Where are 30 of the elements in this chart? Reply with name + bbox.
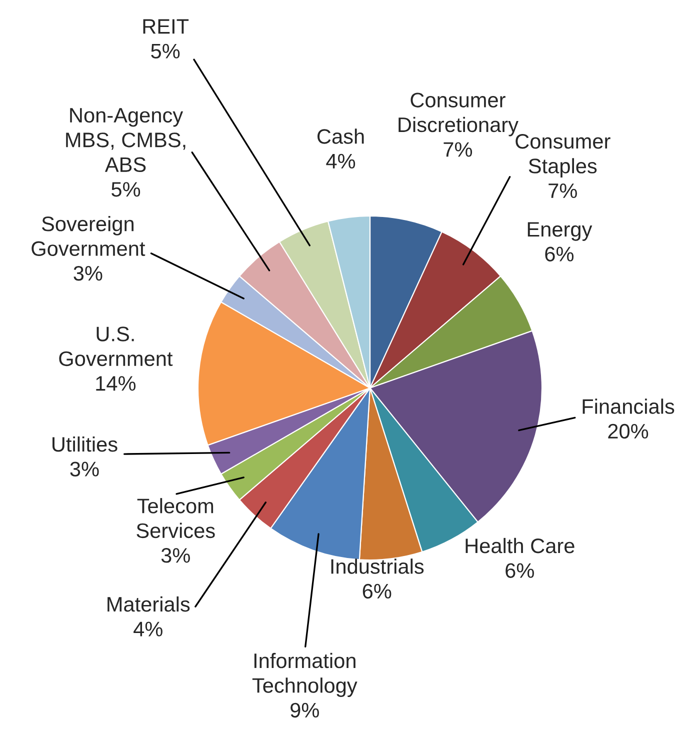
data-label: 6% xyxy=(362,584,392,599)
data-label: 6% xyxy=(506,563,534,578)
data-label: 3% xyxy=(70,462,99,476)
slice-label: U.S. Government xyxy=(59,326,173,366)
data-label: 5% xyxy=(151,44,180,59)
slice-label: Telecom Services xyxy=(136,498,215,538)
data-label: 20% xyxy=(608,424,648,439)
slice-label: Health Care xyxy=(466,538,574,554)
data-label: 7% xyxy=(548,183,577,198)
slice-label: Financials xyxy=(582,398,674,414)
slice-label: Sovereign Government xyxy=(32,216,146,256)
data-label: 6% xyxy=(545,246,574,262)
slice-label: Energy xyxy=(528,222,592,241)
data-label: 4% xyxy=(134,622,162,636)
slice-label: Utilities xyxy=(52,436,118,452)
slice-label: Information Technology xyxy=(252,652,358,697)
slice-label: Consumer Discretionary xyxy=(398,92,518,136)
slice-label: Industrials xyxy=(331,558,424,574)
data-label: 9% xyxy=(290,702,319,718)
data-label: 5% xyxy=(112,182,140,197)
data-label: 3% xyxy=(74,266,102,281)
slice-label: Materials xyxy=(108,596,190,612)
data-label: 14% xyxy=(96,376,136,391)
data-label: 7% xyxy=(444,142,472,157)
slice-label: Cash xyxy=(318,128,364,144)
slice-label: Non-Agency MBS, CMBS, ABS xyxy=(66,108,186,172)
data-label: 4% xyxy=(326,154,356,169)
data-label: 3% xyxy=(161,548,190,563)
slice-label: Consumer Staples xyxy=(516,134,610,178)
slice-label: REIT xyxy=(143,19,189,34)
